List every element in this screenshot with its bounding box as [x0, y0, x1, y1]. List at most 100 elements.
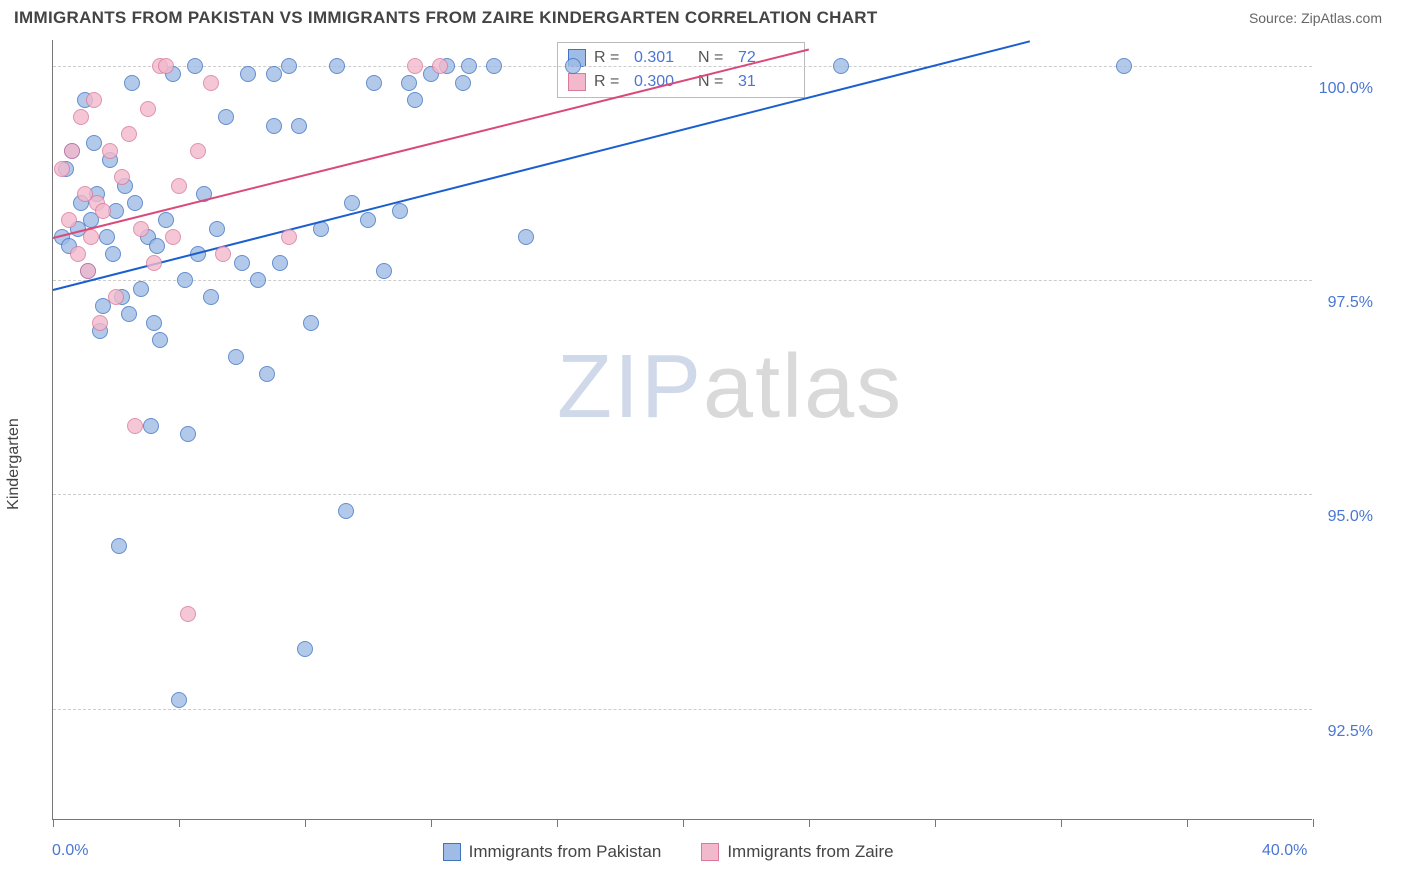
gridline: [53, 280, 1312, 281]
legend-r-label: R =: [594, 49, 626, 67]
data-point: [177, 272, 193, 288]
data-point: [329, 58, 345, 74]
x-tick: [1187, 819, 1188, 827]
legend-correlation: R =0.301N =72R =0.300N =31: [557, 42, 805, 98]
data-point: [432, 58, 448, 74]
data-point: [92, 315, 108, 331]
data-point: [461, 58, 477, 74]
plot-area: ZIPatlas R =0.301N =72R =0.300N =31 100.…: [52, 40, 1312, 820]
data-point: [114, 169, 130, 185]
data-point: [146, 255, 162, 271]
legend-r-label: R =: [594, 73, 626, 91]
data-point: [360, 212, 376, 228]
source-label: Source: ZipAtlas.com: [1249, 10, 1382, 26]
data-point: [105, 246, 121, 262]
data-point: [392, 203, 408, 219]
watermark: ZIPatlas: [557, 336, 903, 439]
data-point: [95, 203, 111, 219]
x-tick: [809, 819, 810, 827]
legend-series: Immigrants from Pakistan Immigrants from …: [443, 842, 894, 862]
y-tick-label: 100.0%: [1303, 80, 1373, 98]
data-point: [70, 246, 86, 262]
data-point: [124, 75, 140, 91]
data-point: [108, 289, 124, 305]
data-point: [171, 178, 187, 194]
data-point: [240, 66, 256, 82]
data-point: [190, 143, 206, 159]
data-point: [401, 75, 417, 91]
legend-item: Immigrants from Pakistan: [443, 842, 662, 862]
data-point: [165, 229, 181, 245]
y-tick-label: 97.5%: [1303, 294, 1373, 312]
x-tick: [557, 819, 558, 827]
x-axis-min-label: 0.0%: [52, 842, 88, 860]
data-point: [228, 349, 244, 365]
data-point: [209, 221, 225, 237]
data-point: [518, 229, 534, 245]
data-point: [149, 238, 165, 254]
data-point: [215, 246, 231, 262]
data-point: [73, 109, 89, 125]
data-point: [54, 161, 70, 177]
data-point: [565, 58, 581, 74]
y-axis-label: Kindergarten: [5, 418, 23, 510]
x-tick: [935, 819, 936, 827]
data-point: [80, 263, 96, 279]
legend-swatch: [443, 843, 461, 861]
data-point: [102, 143, 118, 159]
data-point: [266, 118, 282, 134]
data-point: [86, 135, 102, 151]
x-tick: [179, 819, 180, 827]
data-point: [83, 229, 99, 245]
data-point: [1116, 58, 1132, 74]
data-point: [143, 418, 159, 434]
data-point: [303, 315, 319, 331]
watermark-atlas: atlas: [703, 337, 903, 437]
data-point: [133, 221, 149, 237]
data-point: [338, 503, 354, 519]
data-point: [180, 426, 196, 442]
x-tick: [1061, 819, 1062, 827]
data-point: [64, 143, 80, 159]
data-point: [152, 332, 168, 348]
watermark-zip: ZIP: [557, 337, 703, 437]
data-point: [121, 126, 137, 142]
data-point: [234, 255, 250, 271]
data-point: [133, 281, 149, 297]
data-point: [259, 366, 275, 382]
data-point: [833, 58, 849, 74]
data-point: [486, 58, 502, 74]
chart-title: IMMIGRANTS FROM PAKISTAN VS IMMIGRANTS F…: [14, 8, 878, 28]
data-point: [127, 418, 143, 434]
data-point: [203, 289, 219, 305]
data-point: [158, 212, 174, 228]
data-point: [127, 195, 143, 211]
x-tick: [431, 819, 432, 827]
y-tick-label: 92.5%: [1303, 723, 1373, 741]
data-point: [272, 255, 288, 271]
data-point: [297, 641, 313, 657]
title-bar: IMMIGRANTS FROM PAKISTAN VS IMMIGRANTS F…: [0, 0, 1406, 32]
data-point: [407, 92, 423, 108]
x-tick: [53, 819, 54, 827]
data-point: [250, 272, 266, 288]
legend-swatch: [568, 73, 586, 91]
chart-container: Kindergarten ZIPatlas R =0.301N =72R =0.…: [0, 36, 1406, 892]
legend-series-name: Immigrants from Pakistan: [469, 842, 662, 862]
trend-line: [53, 40, 1030, 291]
data-point: [218, 109, 234, 125]
data-point: [281, 58, 297, 74]
data-point: [455, 75, 471, 91]
data-point: [99, 229, 115, 245]
data-point: [281, 229, 297, 245]
gridline: [53, 709, 1312, 710]
legend-item: Immigrants from Zaire: [701, 842, 893, 862]
legend-swatch: [701, 843, 719, 861]
data-point: [61, 212, 77, 228]
x-axis-max-label: 40.0%: [1262, 842, 1307, 860]
data-point: [266, 66, 282, 82]
x-tick: [305, 819, 306, 827]
data-point: [407, 58, 423, 74]
data-point: [366, 75, 382, 91]
data-point: [344, 195, 360, 211]
